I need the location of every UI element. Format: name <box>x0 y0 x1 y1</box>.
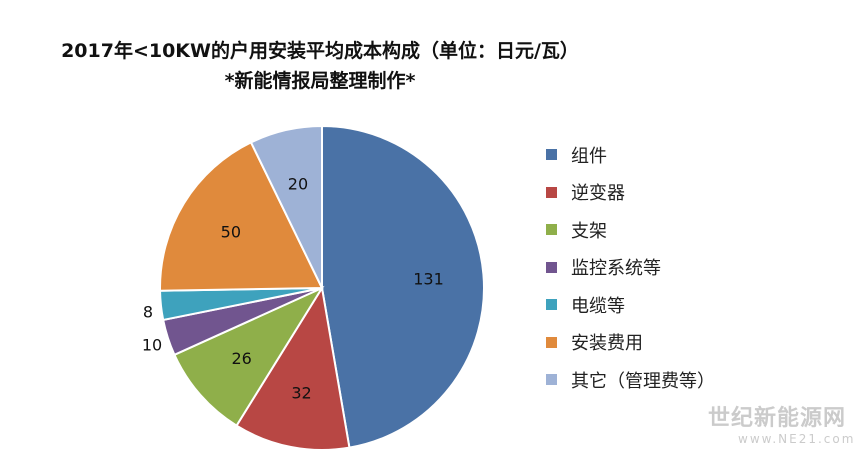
pie-data-label-2: 32 <box>291 383 311 402</box>
legend-swatch <box>546 374 557 386</box>
legend-label: 监控系统等 <box>571 258 661 280</box>
pie-data-label-3: 26 <box>231 349 251 368</box>
legend-label: 组件 <box>571 145 607 167</box>
watermark-text: 世纪新能源网 <box>708 406 847 431</box>
pie-data-label-1: 131 <box>413 269 444 288</box>
legend-label: 电缆等 <box>571 295 625 317</box>
legend-swatch <box>546 261 557 273</box>
pie-data-label-6: 50 <box>221 223 241 242</box>
watermark-url: www.NE21.com <box>738 432 856 446</box>
legend-swatch <box>546 299 557 311</box>
legend-item-3: 支架 <box>546 211 715 249</box>
watermark: 世纪新能源网 www.NE21.com <box>708 400 868 446</box>
pie-data-label-7: 20 <box>288 174 308 193</box>
chart-title-block: 2017年<10KW的户用安装平均成本构成（单位：日元/瓦） *新能情报局整理制… <box>40 36 600 96</box>
legend-label: 逆变器 <box>571 183 625 205</box>
legend-item-5: 电缆等 <box>546 286 715 324</box>
legend-swatch <box>546 224 557 236</box>
pie-slice-7 <box>249 124 323 289</box>
legend-swatch <box>546 336 557 348</box>
pie-slice-6 <box>159 141 324 292</box>
pie-slice-2 <box>235 285 351 451</box>
legend-item-2: 逆变器 <box>546 174 715 212</box>
legend-swatch <box>546 149 557 161</box>
legend-item-1: 组件 <box>546 136 715 174</box>
chart-legend: 组件逆变器支架监控系统等电缆等安装费用其它（管理费等） <box>546 136 715 399</box>
pie-slice-3 <box>173 285 325 427</box>
legend-item-7: 其它（管理费等） <box>546 361 715 399</box>
legend-item-4: 监控系统等 <box>546 249 715 287</box>
pie-data-label-4: 10 <box>142 336 162 355</box>
legend-item-6: 安装费用 <box>546 324 715 362</box>
legend-label: 支架 <box>571 220 607 242</box>
chart-subtitle: *新能情报局整理制作* <box>224 70 416 92</box>
pie-slice-1 <box>321 124 485 449</box>
legend-label: 其它（管理费等） <box>571 370 715 392</box>
legend-label: 安装费用 <box>571 333 643 355</box>
chart-title: 2017年<10KW的户用安装平均成本构成（单位：日元/瓦） <box>61 40 579 62</box>
pie-data-label-5: 8 <box>143 303 153 322</box>
legend-swatch <box>546 186 557 198</box>
